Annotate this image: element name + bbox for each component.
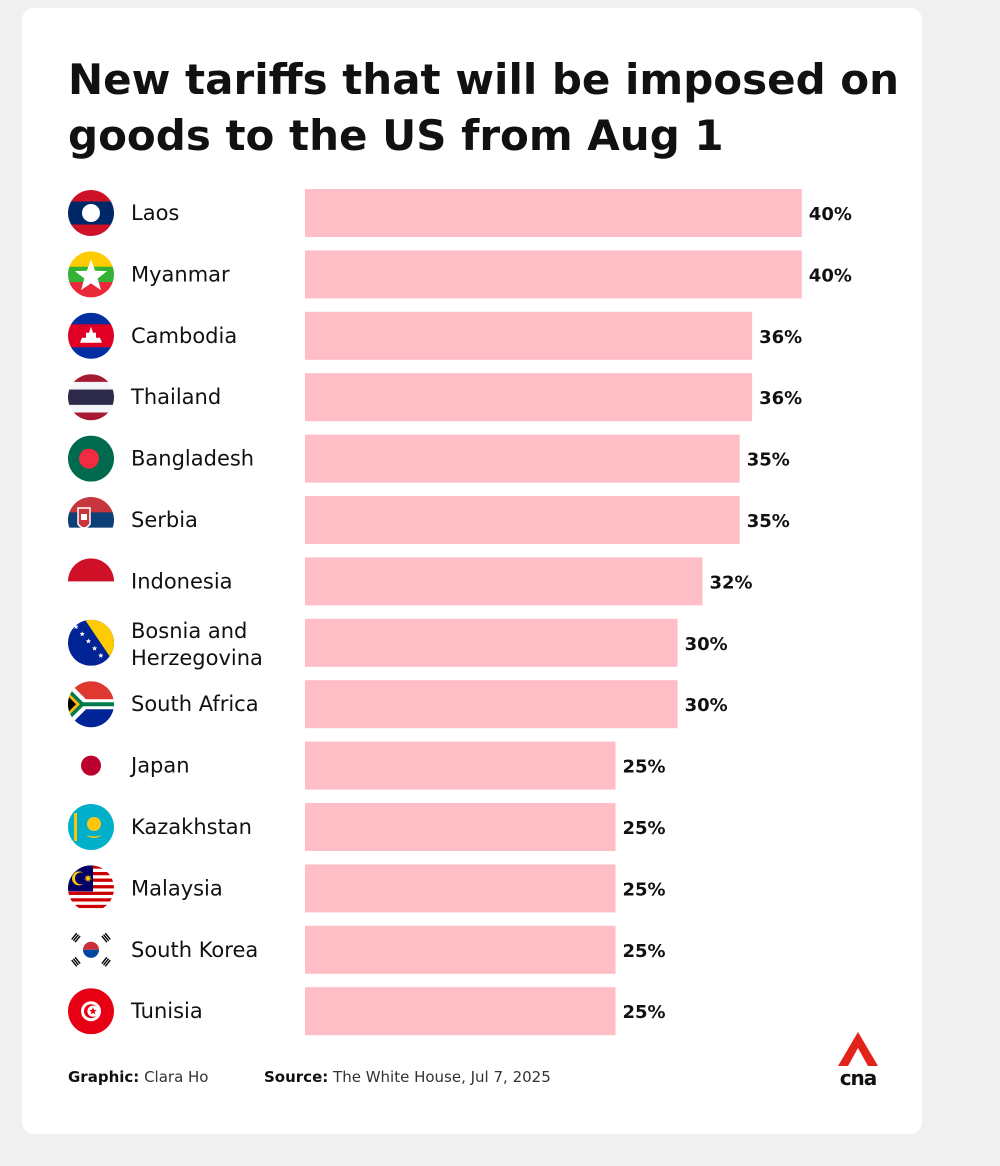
- category-label: South Korea: [131, 938, 258, 962]
- category-label: Cambodia: [131, 324, 237, 348]
- category-label: Malaysia: [131, 876, 223, 900]
- bar: [305, 803, 616, 851]
- japan-flag-icon: [68, 742, 114, 789]
- value-label: 40%: [809, 204, 852, 225]
- bar: [305, 618, 678, 667]
- serbia-flag-icon: [68, 497, 114, 543]
- bar: [305, 987, 616, 1036]
- south-africa-flag-icon: [68, 681, 114, 728]
- graphic-label: Graphic:: [68, 1068, 140, 1086]
- value-label: 36%: [759, 388, 802, 409]
- bar: [305, 434, 740, 483]
- value-label: 25%: [623, 941, 666, 962]
- value-label: 35%: [747, 511, 790, 532]
- category-label: Serbia: [131, 508, 198, 532]
- bar: [305, 741, 616, 790]
- graphic-value: Clara Ho: [144, 1068, 209, 1086]
- category-label: Bangladesh: [131, 447, 254, 471]
- value-label: 30%: [685, 695, 728, 716]
- bar: [305, 925, 616, 974]
- value-label: 36%: [759, 327, 802, 348]
- south-korea-flag-icon: [68, 926, 114, 973]
- chart-title: New tariffs that will be imposed on good…: [68, 55, 900, 160]
- category-label: Laos: [131, 201, 179, 225]
- category-label: Kazakhstan: [131, 815, 252, 839]
- indonesia-flag-icon: [68, 558, 114, 605]
- category-label: Japan: [129, 754, 190, 778]
- value-label: 40%: [809, 265, 852, 286]
- source-value: The White House, Jul 7, 2025: [333, 1068, 551, 1086]
- value-label: 25%: [623, 1002, 666, 1023]
- cna-logo-text: cna: [839, 1066, 878, 1090]
- category-label: Myanmar: [131, 262, 230, 286]
- tunisia-flag-icon: [68, 988, 114, 1035]
- malaysia-flag-icon: [68, 865, 114, 912]
- source-label: Source:: [264, 1068, 329, 1086]
- value-label: 30%: [685, 634, 728, 655]
- category-label: Indonesia: [131, 569, 233, 593]
- category-label: Bosnia and Herzegovina: [131, 619, 263, 670]
- bar: [305, 189, 802, 237]
- bar: [305, 311, 753, 360]
- source-credit: Source: The White House, Jul 7, 2025: [264, 1068, 551, 1086]
- kazakhstan-flag-icon: [68, 804, 114, 850]
- value-label: 25%: [623, 757, 666, 778]
- value-label: 35%: [747, 450, 790, 471]
- laos-flag-icon: [68, 190, 114, 236]
- bangladesh-flag-icon: [68, 435, 114, 482]
- category-label: Tunisia: [130, 999, 203, 1023]
- cna-logo: cna: [834, 1030, 882, 1090]
- bar: [305, 373, 753, 422]
- value-label: 25%: [623, 818, 666, 839]
- bar: [305, 557, 703, 606]
- graphic-credit: Graphic: Clara Ho: [68, 1068, 208, 1086]
- category-label: Thailand: [130, 385, 221, 409]
- bar: [305, 864, 616, 913]
- bosnia-flag-icon: [68, 619, 114, 666]
- category-label: South Africa: [131, 692, 259, 716]
- bar: [305, 680, 678, 729]
- thailand-flag-icon: [68, 374, 114, 421]
- value-label: 32%: [709, 572, 752, 593]
- bar: [305, 250, 802, 299]
- bar: [305, 496, 740, 544]
- value-label: 25%: [623, 879, 666, 900]
- myanmar-flag-icon: [68, 251, 114, 298]
- cna-logo-mark-icon: [838, 1032, 878, 1066]
- cambodia-flag-icon: [68, 312, 114, 359]
